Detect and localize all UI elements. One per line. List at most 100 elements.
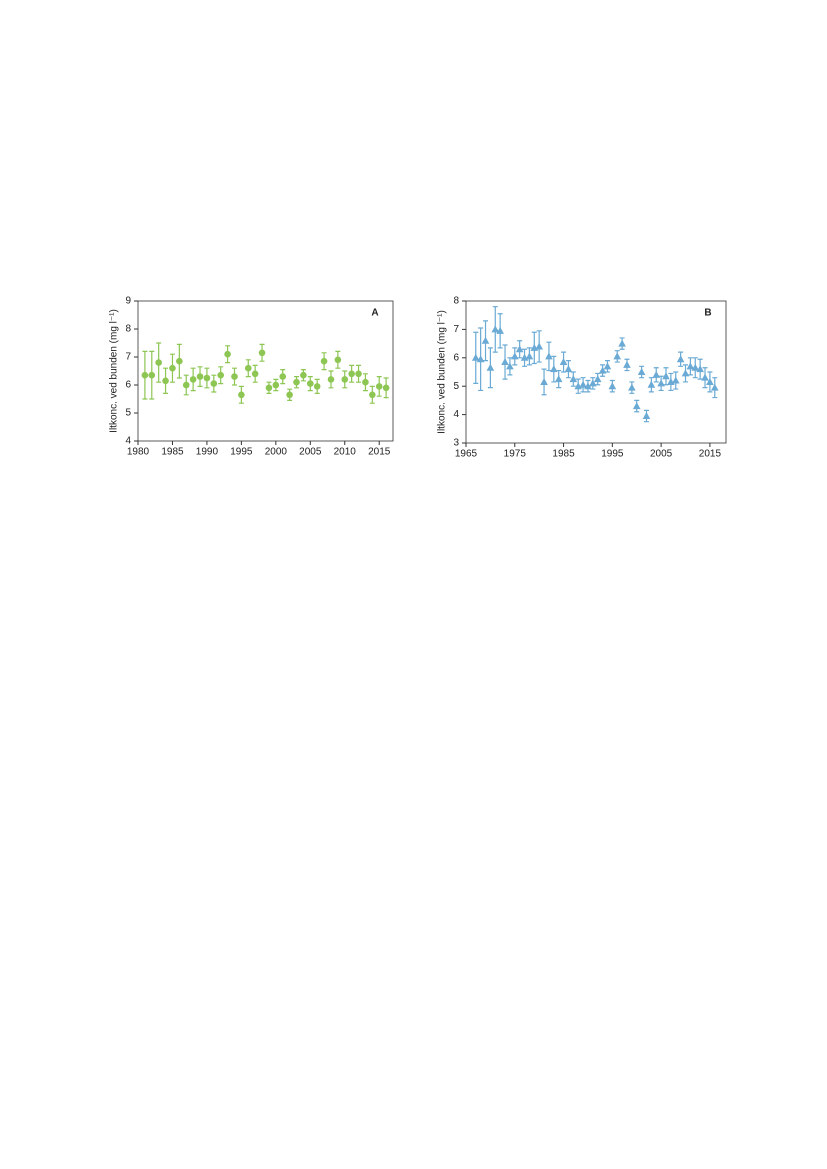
data-point <box>224 350 231 358</box>
data-point <box>608 382 617 390</box>
data-point <box>476 355 485 363</box>
data-point <box>155 359 162 366</box>
data-point <box>382 384 390 392</box>
data-point <box>244 364 252 372</box>
data-point <box>510 352 519 360</box>
data-point <box>706 377 714 385</box>
x-tick-label: 2015 <box>699 449 722 460</box>
y-tick-label: 8 <box>453 296 459 307</box>
x-tick-label: 2000 <box>265 447 288 458</box>
data-point <box>647 380 656 388</box>
data-point <box>623 360 631 368</box>
data-point <box>272 381 280 389</box>
y-tick-label: 7 <box>125 352 131 363</box>
y-tick-label: 5 <box>453 381 459 392</box>
data-point <box>251 370 259 378</box>
y-tick-label: 8 <box>125 324 131 335</box>
data-point <box>642 412 651 420</box>
data-point <box>265 384 273 392</box>
data-point <box>481 336 490 344</box>
y-tick-label: 6 <box>453 352 459 363</box>
data-point <box>238 391 245 399</box>
data-point <box>486 363 495 371</box>
data-point <box>182 381 190 389</box>
x-tick-label: 1965 <box>455 449 478 460</box>
data-point <box>554 375 563 383</box>
data-point <box>564 365 573 373</box>
data-point <box>162 377 169 385</box>
data-point <box>710 383 719 391</box>
data-point <box>696 365 704 373</box>
y-tick-label: 6 <box>125 380 131 391</box>
x-tick-label: 2010 <box>334 447 357 458</box>
data-point <box>652 370 661 378</box>
data-point <box>176 357 183 365</box>
x-tick-label: 1995 <box>601 449 624 460</box>
data-point <box>545 352 553 360</box>
panel-label: A <box>371 308 378 319</box>
data-point <box>691 363 700 371</box>
data-point <box>618 339 626 347</box>
data-point <box>550 365 558 373</box>
y-tick-label: 7 <box>453 324 459 335</box>
x-tick-label: 1985 <box>552 449 575 460</box>
y-tick-label: 9 <box>125 296 131 307</box>
x-tick-label: 1990 <box>196 447 219 458</box>
x-tick-label: 2015 <box>368 447 391 458</box>
data-point <box>628 383 636 391</box>
data-point <box>613 352 622 360</box>
data-point <box>231 373 238 380</box>
data-point <box>657 379 665 387</box>
y-tick-label: 4 <box>453 409 459 420</box>
data-point <box>681 369 690 377</box>
data-point <box>369 391 376 399</box>
data-point <box>320 357 328 365</box>
data-point <box>579 380 587 388</box>
data-point <box>196 373 204 380</box>
data-point <box>662 372 670 380</box>
data-point <box>341 376 349 383</box>
data-point <box>306 380 314 387</box>
x-tick-label: 1980 <box>127 447 150 458</box>
y-axis-label: Iltkonc. ved bunden (mg l⁻¹) <box>109 309 120 433</box>
data-point <box>701 373 709 381</box>
x-tick-label: 2005 <box>650 449 673 460</box>
x-tick-label: 2005 <box>299 447 322 458</box>
data-point <box>348 370 355 378</box>
data-point <box>313 383 321 390</box>
data-point <box>515 345 524 353</box>
data-point <box>210 380 218 387</box>
data-point <box>598 366 607 374</box>
data-point <box>535 342 543 350</box>
data-point <box>491 325 500 333</box>
data-point <box>327 376 335 383</box>
data-point <box>686 362 695 370</box>
data-point <box>217 371 225 379</box>
data-point <box>293 378 300 386</box>
plot-frame <box>465 300 727 444</box>
data-point <box>637 368 646 375</box>
x-tick-label: 1985 <box>161 447 184 458</box>
x-tick-label: 1975 <box>504 449 527 460</box>
data-point <box>375 383 383 390</box>
data-point <box>501 358 509 366</box>
data-point <box>506 362 514 370</box>
data-point <box>258 349 266 357</box>
y-tick-label: 5 <box>125 408 131 419</box>
data-point <box>593 375 602 383</box>
data-point <box>584 382 592 390</box>
data-point <box>589 379 597 387</box>
x-tick-label: 1995 <box>230 447 253 458</box>
y-tick-label: 3 <box>453 438 459 449</box>
data-point <box>540 377 548 385</box>
data-point <box>279 373 287 380</box>
data-point <box>632 402 641 410</box>
plot-frame <box>137 300 394 442</box>
data-point <box>671 376 680 384</box>
data-point <box>286 391 293 399</box>
data-point <box>334 356 342 364</box>
y-axis-label: Iltkonc. ved bunden (mg l⁻¹) <box>437 310 448 434</box>
data-point <box>525 352 534 360</box>
